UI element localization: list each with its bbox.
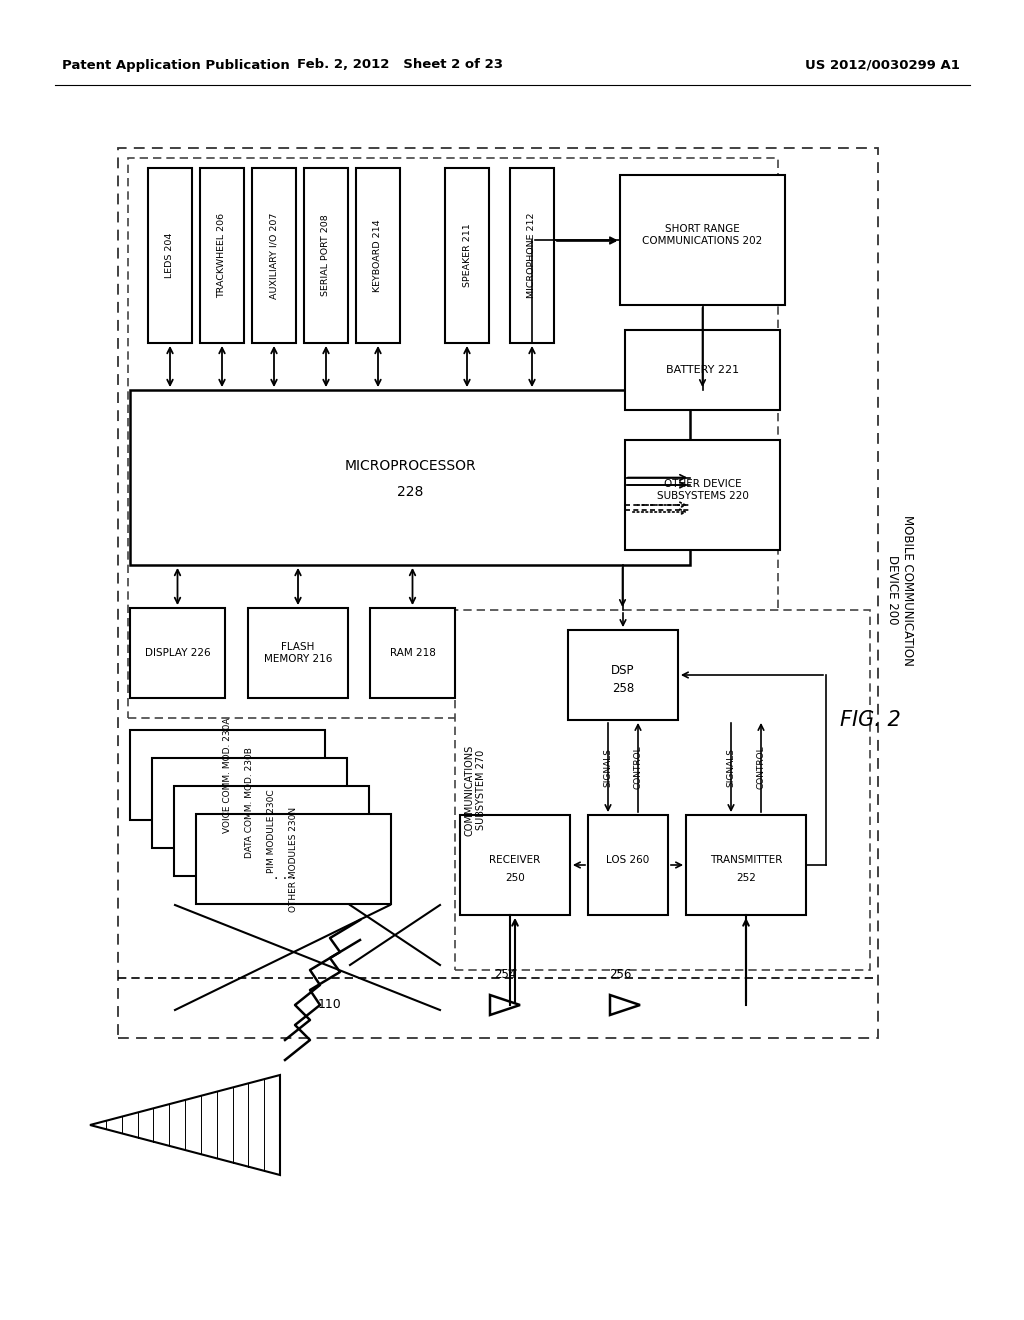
- Text: SPEAKER 211: SPEAKER 211: [463, 223, 471, 288]
- Bar: [625, 440, 780, 550]
- Text: LEDS 204: LEDS 204: [166, 232, 174, 279]
- Text: SIGNALS: SIGNALS: [726, 748, 735, 787]
- Bar: [370, 609, 455, 698]
- Text: DSP: DSP: [611, 664, 635, 676]
- Text: COMMUNICATIONS
SUBSYSTEM 270: COMMUNICATIONS SUBSYSTEM 270: [464, 744, 485, 836]
- Text: 252: 252: [736, 873, 756, 883]
- Text: VOICE COMM. MOD. 230A: VOICE COMM. MOD. 230A: [223, 717, 232, 833]
- Text: MICROPHONE 212: MICROPHONE 212: [527, 213, 537, 298]
- Text: DATA COMM. MOD. 230B: DATA COMM. MOD. 230B: [245, 747, 254, 858]
- Bar: [174, 785, 369, 876]
- Bar: [445, 168, 489, 343]
- Text: Feb. 2, 2012   Sheet 2 of 23: Feb. 2, 2012 Sheet 2 of 23: [297, 58, 503, 71]
- Text: OTHER MODULES 230N: OTHER MODULES 230N: [289, 807, 298, 912]
- Bar: [148, 168, 193, 343]
- Text: 254: 254: [494, 969, 516, 982]
- Text: LOS 260: LOS 260: [606, 855, 649, 865]
- Bar: [304, 168, 348, 343]
- Text: SIGNALS: SIGNALS: [603, 748, 612, 787]
- Bar: [620, 176, 785, 305]
- Text: PIM MODULE 230C: PIM MODULE 230C: [267, 789, 276, 873]
- Bar: [625, 330, 780, 411]
- Text: BATTERY 221: BATTERY 221: [666, 366, 739, 375]
- Text: 256: 256: [609, 969, 631, 982]
- Bar: [130, 609, 225, 698]
- Bar: [200, 168, 244, 343]
- Bar: [118, 148, 878, 1038]
- Text: DISPLAY 226: DISPLAY 226: [144, 648, 210, 657]
- Text: . . .: . . .: [274, 869, 296, 882]
- Text: FIG. 2: FIG. 2: [840, 710, 900, 730]
- Bar: [588, 814, 668, 915]
- Bar: [248, 609, 348, 698]
- Bar: [356, 168, 400, 343]
- Bar: [568, 630, 678, 719]
- Bar: [128, 158, 778, 718]
- Text: RAM 218: RAM 218: [389, 648, 435, 657]
- Bar: [686, 814, 806, 915]
- Bar: [130, 389, 690, 565]
- Text: FLASH
MEMORY 216: FLASH MEMORY 216: [264, 643, 332, 664]
- Text: MOBILE COMMUNICATION
DEVICE 200: MOBILE COMMUNICATION DEVICE 200: [886, 515, 914, 665]
- Text: KEYBOARD 214: KEYBOARD 214: [374, 219, 383, 292]
- Text: US 2012/0030299 A1: US 2012/0030299 A1: [805, 58, 961, 71]
- Text: AUXILIARY I/O 207: AUXILIARY I/O 207: [269, 213, 279, 298]
- Text: 250: 250: [505, 873, 525, 883]
- Text: CONTROL: CONTROL: [757, 746, 766, 789]
- Text: MICROPROCESSOR: MICROPROCESSOR: [344, 458, 476, 473]
- Text: 228: 228: [397, 486, 423, 499]
- Text: SHORT RANGE
COMMUNICATIONS 202: SHORT RANGE COMMUNICATIONS 202: [642, 224, 763, 246]
- Text: Patent Application Publication: Patent Application Publication: [62, 58, 290, 71]
- Bar: [252, 168, 296, 343]
- Text: TRANSMITTER: TRANSMITTER: [710, 855, 782, 865]
- Bar: [510, 168, 554, 343]
- Bar: [455, 610, 870, 970]
- Text: OTHER DEVICE
SUBSYSTEMS 220: OTHER DEVICE SUBSYSTEMS 220: [656, 479, 749, 500]
- Bar: [130, 730, 325, 820]
- Text: 258: 258: [612, 682, 634, 696]
- Text: CONTROL: CONTROL: [634, 746, 642, 789]
- Text: TRACKWHEEL 206: TRACKWHEEL 206: [217, 213, 226, 298]
- Text: 110: 110: [318, 998, 342, 1011]
- Text: RECEIVER: RECEIVER: [489, 855, 541, 865]
- Bar: [196, 814, 391, 904]
- Bar: [152, 758, 347, 847]
- Bar: [460, 814, 570, 915]
- Text: SERIAL PORT 208: SERIAL PORT 208: [322, 215, 331, 297]
